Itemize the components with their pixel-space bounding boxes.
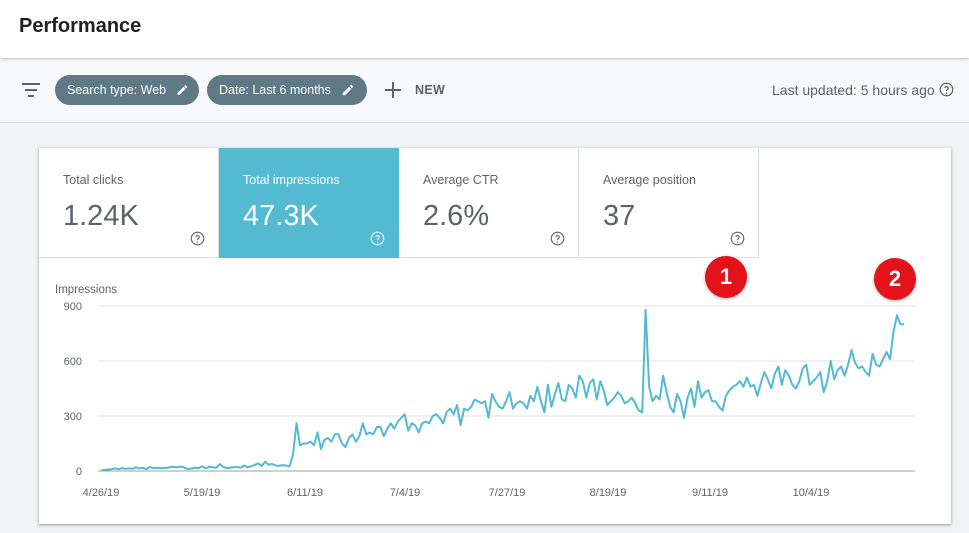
filter-bar: Search type: Web Date: Last 6 months NEW…: [0, 58, 969, 123]
metric-tabs: Total clicks 1.24K Total impressions 47.…: [39, 148, 759, 258]
last-updated: Last updated: 5 hours ago: [772, 82, 954, 98]
edit-icon: [177, 85, 188, 95]
search-type-chip[interactable]: Search type: Web: [55, 75, 199, 105]
filter-icon[interactable]: [22, 82, 40, 98]
last-updated-text: Last updated: 5 hours ago: [772, 82, 935, 98]
plus-icon: [385, 82, 401, 98]
help-icon[interactable]: [730, 231, 745, 246]
new-filter-label: NEW: [415, 83, 446, 97]
chart-svg: Impressions 0 300 600 900 4/26/19 5/19/19 6/11/…: [55, 284, 915, 499]
x-tick-label: 5/19/19: [184, 487, 221, 499]
date-chip[interactable]: Date: Last 6 months: [207, 75, 367, 105]
x-tick-label: 7/27/19: [489, 487, 526, 499]
top-bar: Performance: [0, 0, 969, 58]
metric-label: Total impressions: [243, 173, 340, 187]
annotation-marker-2: 2: [874, 258, 916, 300]
x-tick-label: 9/11/19: [692, 487, 728, 499]
y-tick-label: 300: [64, 411, 82, 423]
impressions-line: [100, 308, 904, 472]
metric-average-ctr[interactable]: Average CTR 2.6%: [399, 148, 579, 258]
metric-value: 2.6%: [423, 200, 490, 232]
date-chip-label: Date: Last 6 months: [219, 83, 331, 97]
metric-total-impressions[interactable]: Total impressions 47.3K: [219, 148, 399, 258]
x-tick-label: 7/4/19: [390, 487, 421, 499]
metric-value: 1.24K: [63, 200, 139, 232]
help-icon[interactable]: [939, 82, 954, 97]
metric-label: Average CTR: [423, 173, 499, 187]
impressions-chart: Impressions 0 300 600 900 4/26/19 5/19/19 6/11/…: [39, 258, 951, 524]
y-axis-label: Impressions: [55, 284, 117, 296]
x-tick-label: 10/4/19: [793, 487, 830, 499]
metric-label: Average position: [603, 173, 696, 187]
metric-value: 47.3K: [243, 200, 319, 232]
search-type-chip-label: Search type: Web: [67, 83, 167, 97]
x-tick-label: 6/11/19: [287, 487, 323, 499]
metric-value: 37: [603, 200, 636, 232]
metric-label: Total clicks: [63, 173, 124, 187]
x-tick-label: 4/26/19: [83, 487, 120, 499]
y-tick-label: 0: [76, 466, 82, 478]
y-tick-label: 900: [64, 301, 82, 313]
performance-card: Total clicks 1.24K Total impressions 47.…: [39, 148, 951, 524]
y-tick-label: 600: [64, 356, 82, 368]
annotation-marker-1: 1: [705, 256, 747, 298]
metric-average-position[interactable]: Average position 37: [579, 148, 759, 258]
x-tick-label: 8/19/19: [590, 487, 627, 499]
page-title: Performance: [19, 15, 142, 37]
help-icon[interactable]: [370, 231, 385, 246]
metric-total-clicks[interactable]: Total clicks 1.24K: [39, 148, 219, 258]
new-filter-button[interactable]: NEW: [384, 75, 445, 105]
help-icon[interactable]: [550, 231, 565, 246]
help-icon[interactable]: [190, 231, 205, 246]
edit-icon: [342, 84, 354, 96]
